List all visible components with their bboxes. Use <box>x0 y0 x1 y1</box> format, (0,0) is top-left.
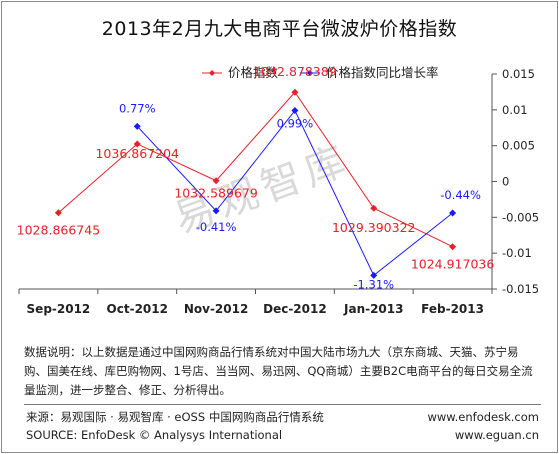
source-cn: 来源：易观国际 · 易观智库 · eOSS 中国网购商品行情系统 <box>26 410 324 424</box>
legend-label-growth-rate: 价格指数同比增长率 <box>326 65 439 80</box>
point-price-index <box>212 177 220 185</box>
right-y-tick-label: 0.015 <box>502 67 535 81</box>
data-label-growth-rate: 0.77% <box>119 101 156 115</box>
point-growth-rate <box>212 207 220 215</box>
x-tick-label: Dec-2012 <box>263 302 327 316</box>
x-tick-label: Oct-2012 <box>107 302 168 316</box>
point-growth-rate <box>370 271 378 279</box>
right-y-tick-label: -0.015 <box>502 282 539 296</box>
right-y-tick-label: 0.01 <box>502 103 528 117</box>
data-label-growth-rate: -0.44% <box>440 188 481 202</box>
point-price-index <box>133 140 141 148</box>
point-price-index <box>291 88 299 96</box>
data-label-price-index: 1042.878389 <box>253 64 337 79</box>
right-y-tick-label: -0.005 <box>502 210 539 224</box>
point-price-index <box>54 209 62 217</box>
source-en: SOURCE: EnfoDesk © Analysys Internationa… <box>26 428 283 442</box>
legend-marker-growth-rate <box>307 70 313 76</box>
point-price-index <box>370 204 378 212</box>
data-label-growth-rate: 0.99% <box>277 117 314 131</box>
x-tick-label: Sep-2012 <box>27 302 91 316</box>
data-description: 数据说明：以上数据是通过中国网购商品行情系统对中国大陆市场九大（京东商城、天猫、… <box>24 345 533 397</box>
legend-marker-price-index <box>209 70 215 76</box>
footer-urls: www.enfodesk.com www.eguan.cn <box>427 408 539 444</box>
data-label-price-index: 1032.589679 <box>174 186 258 201</box>
url-eguan: www.eguan.cn <box>454 428 539 442</box>
url-enfodesk: www.enfodesk.com <box>427 410 539 424</box>
right-y-tick-label: 0 <box>502 175 509 189</box>
footer-divider <box>24 404 541 405</box>
x-tick-label: Feb-2013 <box>421 302 484 316</box>
right-y-tick-label: -0.01 <box>502 246 532 260</box>
data-label-growth-rate: -1.31% <box>353 277 394 291</box>
legend-label-price-index: 价格指数 <box>228 65 279 80</box>
footer-source: 来源：易观国际 · 易观智库 · eOSS 中国网购商品行情系统 SOURCE:… <box>26 408 324 444</box>
x-tick-label: Nov-2012 <box>184 302 249 316</box>
chart-title: 2013年2月九大电商平台微波炉价格指数 <box>101 18 458 40</box>
point-growth-rate <box>133 122 141 130</box>
data-label-price-index: 1028.866745 <box>17 223 101 238</box>
data-label-price-index: 1024.917036 <box>411 257 495 272</box>
data-label-growth-rate: -0.41% <box>196 220 237 234</box>
data-label-price-index: 1029.390322 <box>332 220 416 235</box>
point-growth-rate <box>291 107 299 115</box>
x-tick-label: Jan-2013 <box>343 302 403 316</box>
right-y-tick-label: 0.005 <box>502 139 535 153</box>
data-label-price-index: 1036.867204 <box>95 146 179 161</box>
point-price-index <box>449 243 457 251</box>
series-line-price-index <box>58 91 453 248</box>
point-growth-rate <box>449 209 457 217</box>
